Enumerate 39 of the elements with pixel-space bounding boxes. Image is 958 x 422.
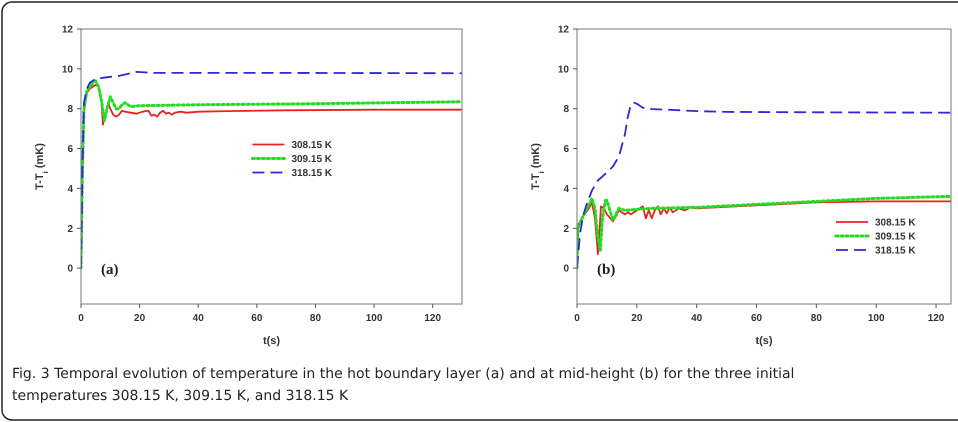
- x-tick-label: 40: [192, 313, 204, 324]
- y-tick-label: 6: [563, 144, 570, 156]
- x-tick-label: 100: [868, 313, 885, 324]
- y-tick-label: 10: [558, 64, 570, 76]
- x-axis-title: t(s): [262, 335, 280, 347]
- x-tick-label: 0: [574, 313, 580, 324]
- x-tick-label: 20: [134, 313, 146, 324]
- y-tick-label: 6: [67, 144, 74, 156]
- caption: Fig. 3 Temporal evolution of temperature in the hot boundary layer (a) and at mid-height (b) for the three initial temperatures 308.15 K, 309.15 K, and 318.15 K: [12, 366, 794, 404]
- legend-label: 308.15 K: [291, 140, 333, 151]
- x-tick-label: 60: [750, 313, 763, 324]
- legend-label: 309.15 K: [291, 154, 333, 165]
- x-tick-label: 120: [928, 313, 945, 324]
- y-tick-label: 12: [558, 24, 570, 36]
- y-tick-label: 10: [62, 64, 74, 76]
- x-tick-label: 80: [810, 313, 822, 324]
- x-tick-label: 80: [310, 313, 322, 324]
- y-tick-label: 8: [563, 104, 570, 116]
- y-tick-label: 2: [67, 224, 74, 235]
- legend-label: 309.15 K: [875, 232, 916, 242]
- y-tick-label: 2: [563, 224, 570, 235]
- y-tick-label: 4: [67, 184, 74, 195]
- legend-label: 308.15 K: [875, 218, 916, 228]
- x-tick-label: 40: [691, 313, 703, 324]
- legend-label: 318.15 K: [291, 168, 333, 179]
- x-tick-label: 0: [78, 313, 84, 324]
- annotation: (b): [597, 262, 616, 278]
- y-tick-label: 0: [67, 264, 74, 275]
- x-tick-label: 100: [366, 313, 383, 324]
- x-tick-label: 120: [424, 313, 442, 324]
- y-tick-label: 4: [563, 184, 570, 195]
- y-tick-label: 12: [62, 24, 74, 36]
- x-tick-label: 60: [251, 313, 263, 324]
- x-tick-label: 20: [631, 313, 643, 324]
- y-tick-label: 8: [67, 104, 74, 116]
- x-axis-title: t(s): [755, 335, 773, 347]
- annotation: (a): [101, 262, 118, 278]
- legend-label: 318.15 K: [875, 246, 916, 256]
- y-tick-label: 0: [563, 264, 570, 275]
